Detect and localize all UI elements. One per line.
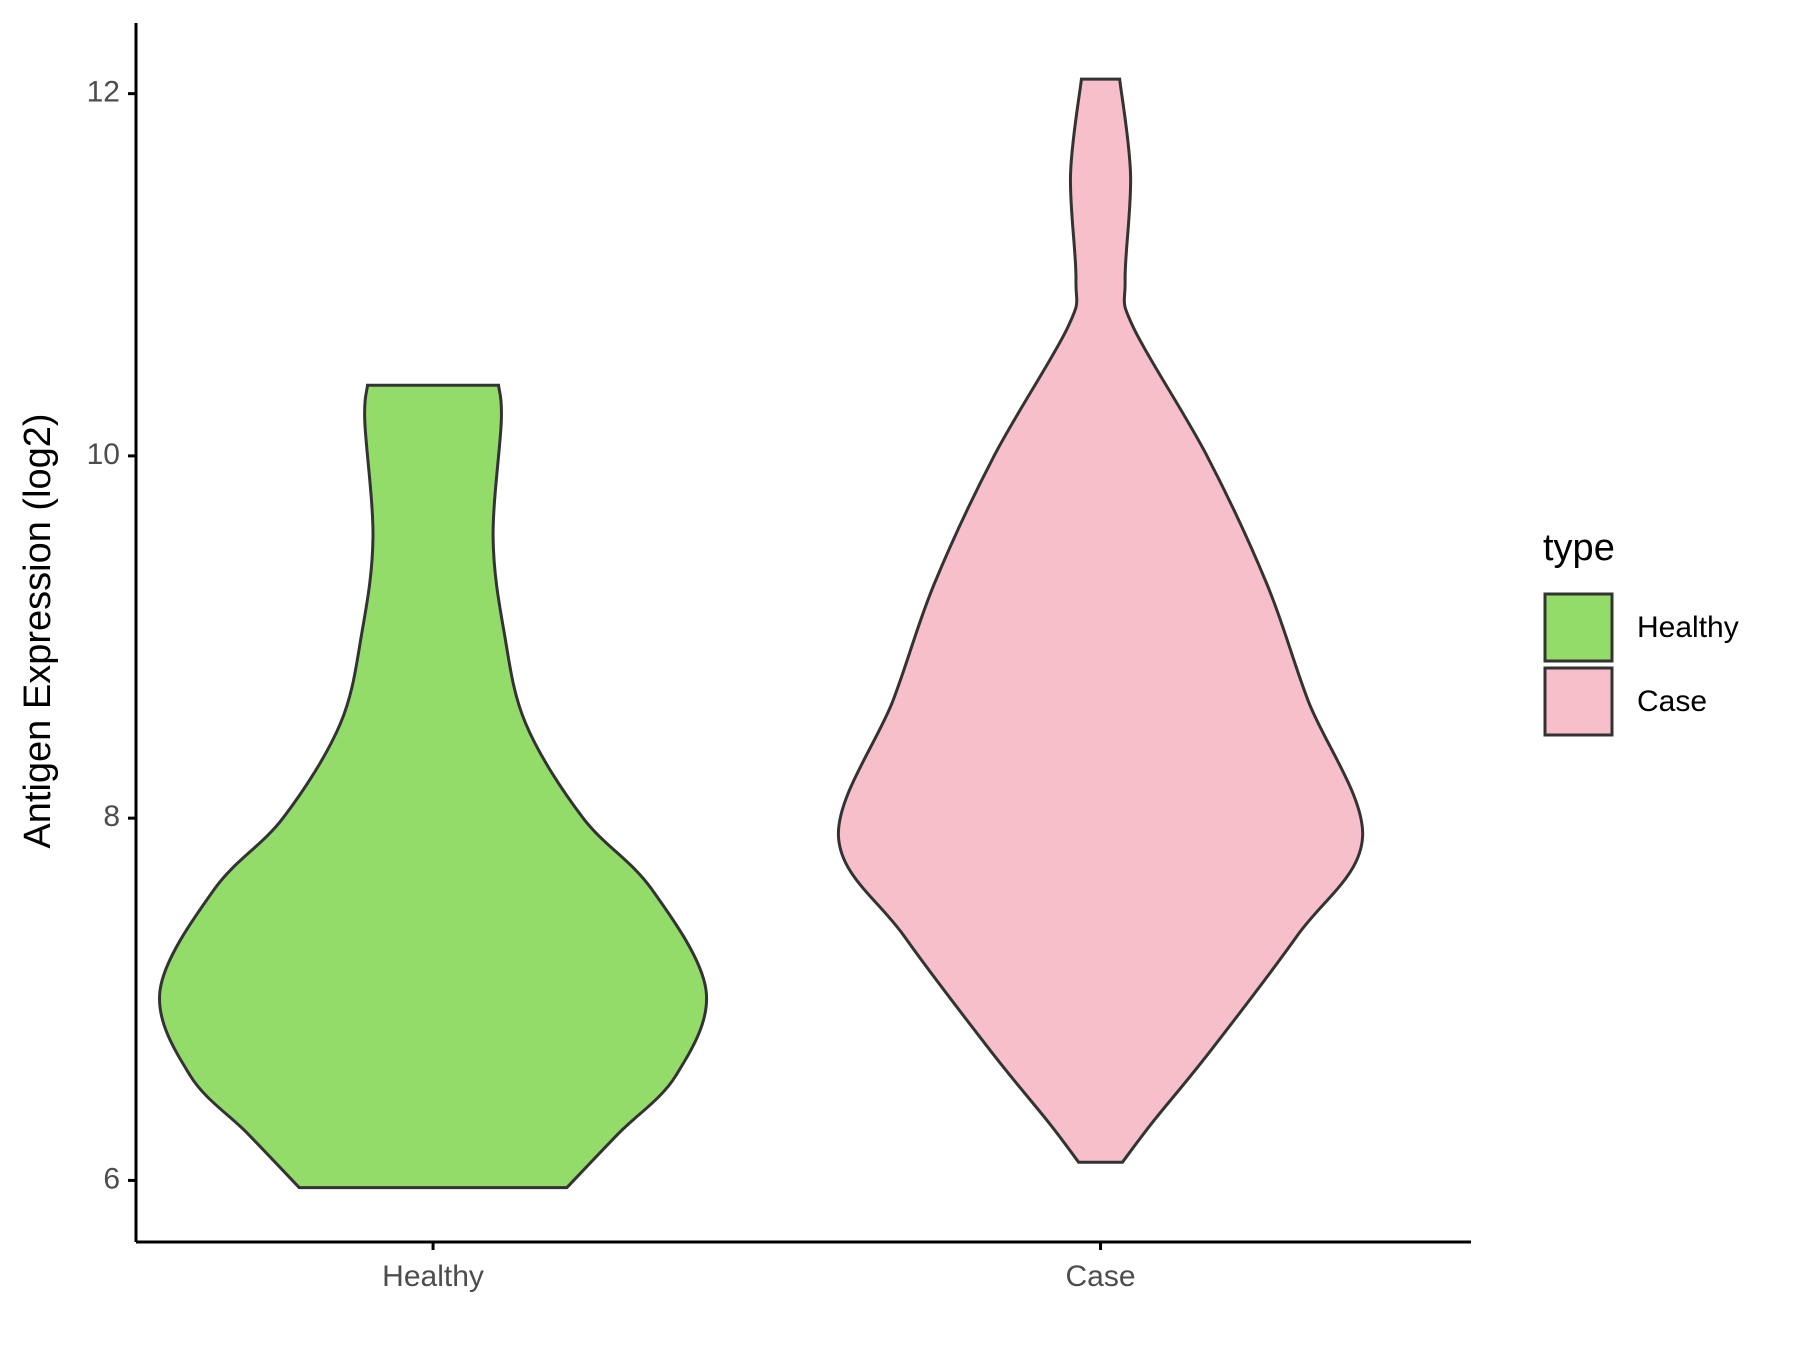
y-axis-label: Antigen Expression (log2)	[17, 413, 59, 848]
legend-title: type	[1543, 527, 1615, 569]
y-tick-label: 6	[103, 1162, 120, 1195]
y-tick-label: 12	[87, 76, 120, 109]
violin	[836, 77, 1365, 1164]
y-tick-label: 8	[103, 800, 120, 833]
legend-label: Case	[1637, 685, 1707, 718]
x-tick-label: Healthy	[382, 1260, 484, 1293]
legend-key	[1543, 666, 1614, 737]
legend-label: Healthy	[1637, 611, 1739, 644]
x-tick-label: Case	[1066, 1260, 1136, 1293]
legend-key	[1543, 592, 1614, 663]
y-tick-label: 10	[87, 438, 120, 471]
violin	[157, 383, 709, 1190]
